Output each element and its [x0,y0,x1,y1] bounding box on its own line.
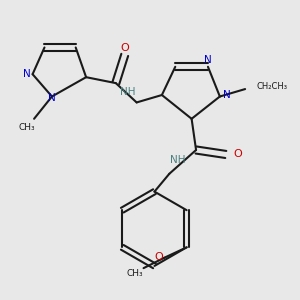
Text: N: N [48,93,56,103]
Text: O: O [120,44,129,53]
Text: CH₃: CH₃ [18,123,35,132]
Text: O: O [233,149,242,160]
Text: N: N [204,55,212,65]
Text: O: O [154,252,164,262]
Text: N: N [23,69,31,79]
Text: N: N [223,90,230,100]
Text: NH: NH [120,87,136,97]
Text: CH₂CH₃: CH₂CH₃ [257,82,288,91]
Text: NH: NH [170,155,186,165]
Text: CH₃: CH₃ [126,269,143,278]
